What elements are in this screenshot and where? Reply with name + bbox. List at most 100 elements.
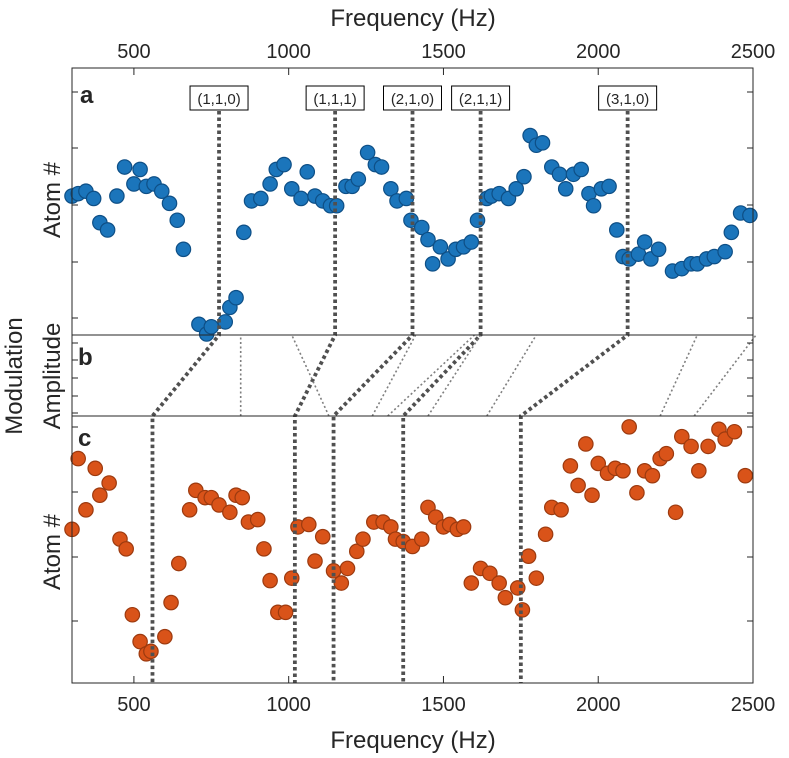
panel-b-label: b bbox=[78, 344, 93, 371]
mode-annotation-box bbox=[305, 85, 365, 111]
panel-a-point bbox=[516, 168, 532, 185]
panel-c-point bbox=[520, 548, 537, 564]
panel-a-point bbox=[169, 212, 186, 229]
panel-c-data-points bbox=[64, 419, 754, 662]
bottom-x-tick-label: 1000 bbox=[266, 694, 311, 716]
panel-a-ylabel: Atom # bbox=[39, 161, 66, 238]
panel-c-point bbox=[413, 531, 430, 547]
panel-a-point bbox=[132, 161, 148, 178]
panel-c-point bbox=[92, 487, 108, 503]
panel-c-point bbox=[301, 516, 317, 533]
panel-b-mode-lines bbox=[150, 98, 757, 683]
panel-c-point bbox=[307, 553, 323, 569]
mode-annotation-label: (3,1,0) bbox=[606, 91, 649, 108]
panel-a-point bbox=[161, 195, 178, 212]
panel-a-data-points bbox=[64, 127, 758, 342]
panel-c-point bbox=[78, 502, 94, 518]
panel-a-point bbox=[262, 176, 278, 192]
panel-a-point bbox=[403, 212, 419, 229]
panel-c-point bbox=[181, 502, 198, 518]
panel-c-point bbox=[553, 502, 569, 518]
panel-c-point bbox=[463, 575, 480, 591]
panel-c-point bbox=[348, 543, 365, 560]
mode-line bbox=[518, 98, 630, 683]
bottom-axis-label: Frequency (Hz) bbox=[330, 727, 495, 754]
panel-a-point bbox=[557, 181, 574, 197]
panel-c-point bbox=[262, 572, 278, 589]
panel-c-point bbox=[277, 604, 294, 621]
panel-c-frame bbox=[71, 415, 754, 684]
panel-c-point bbox=[124, 606, 141, 623]
panel-c-point bbox=[537, 526, 554, 543]
panel-a-point bbox=[175, 241, 192, 258]
panel-c-point bbox=[355, 531, 371, 547]
mode-line bbox=[150, 98, 221, 683]
panel-c-point bbox=[339, 560, 356, 577]
panel-c-point bbox=[578, 436, 594, 452]
panel-c-point bbox=[590, 455, 607, 472]
panel-a-point bbox=[383, 181, 399, 197]
panel-c-point bbox=[256, 541, 272, 557]
panel-c-point bbox=[562, 458, 579, 474]
mode-annotations: (1,1,0) (1,1,1) (2,1,0) (2,1,1) (3,1,0) bbox=[189, 85, 658, 111]
reference-line bbox=[486, 334, 538, 417]
reference-line bbox=[427, 334, 482, 417]
panel-c-point bbox=[170, 555, 187, 572]
panel-c-point bbox=[658, 445, 675, 462]
panel-a-point bbox=[469, 212, 486, 229]
panel-a-point bbox=[551, 166, 568, 183]
panel-c-point bbox=[157, 628, 173, 645]
mode-annotation-box bbox=[598, 85, 658, 111]
panel-c-point bbox=[667, 504, 684, 521]
panel-a-point bbox=[534, 135, 551, 151]
panel-a-point bbox=[608, 222, 625, 238]
panel-a-point bbox=[420, 231, 436, 248]
panel-a-label: a bbox=[80, 82, 94, 109]
panel-a-point bbox=[723, 224, 740, 241]
mode-annotation-label: (1,1,1) bbox=[313, 91, 356, 108]
panel-c-point bbox=[333, 575, 350, 591]
mode-annotation-label: (2,1,1) bbox=[459, 91, 502, 108]
reference-line bbox=[659, 334, 699, 417]
mode-line bbox=[331, 98, 415, 683]
panel-c-point bbox=[584, 487, 600, 503]
panel-c-point bbox=[509, 580, 526, 596]
panel-a-point bbox=[116, 159, 133, 175]
panel-a-point bbox=[742, 207, 758, 224]
side-label-modulation: Modulation bbox=[1, 317, 28, 434]
bottom-x-tick-label: 1500 bbox=[421, 694, 466, 716]
panel-a-point bbox=[717, 243, 733, 260]
reference-line bbox=[291, 334, 330, 417]
mode-annotation-label: (2,1,0) bbox=[391, 91, 434, 108]
panel-c-point bbox=[163, 594, 179, 611]
reference-line bbox=[371, 334, 417, 417]
panel-c-point bbox=[482, 565, 498, 582]
panel-c-point bbox=[143, 643, 159, 660]
bottom-x-tick-label: 2500 bbox=[731, 694, 776, 716]
panel-a-point bbox=[203, 318, 220, 335]
panel-c-point bbox=[528, 570, 545, 586]
panel-c-point bbox=[87, 460, 104, 477]
mode-annotation-box bbox=[189, 85, 249, 111]
panel-a-point bbox=[235, 224, 252, 241]
panel-a-point bbox=[276, 156, 292, 173]
panel-c-point bbox=[691, 462, 707, 479]
mode-line bbox=[292, 98, 338, 683]
panel-c-point bbox=[683, 438, 699, 455]
top-x-tick-label: 1500 bbox=[421, 41, 466, 63]
reference-line bbox=[387, 334, 475, 417]
top-x-tick-label: 500 bbox=[117, 41, 150, 63]
panel-a-point bbox=[373, 159, 390, 175]
panel-c-point bbox=[249, 511, 266, 528]
panel-a-point bbox=[153, 183, 170, 200]
panel-a-point bbox=[299, 164, 316, 180]
panel-c-point bbox=[737, 467, 754, 484]
panel-a-point bbox=[636, 234, 653, 250]
panel-c-point bbox=[615, 462, 631, 479]
panel-c-point bbox=[700, 438, 716, 455]
mode-annotation-label: (1,1,0) bbox=[197, 91, 240, 108]
panel-c-point bbox=[491, 575, 507, 591]
panel-c-point bbox=[211, 497, 227, 513]
axes-frames bbox=[71, 67, 754, 684]
